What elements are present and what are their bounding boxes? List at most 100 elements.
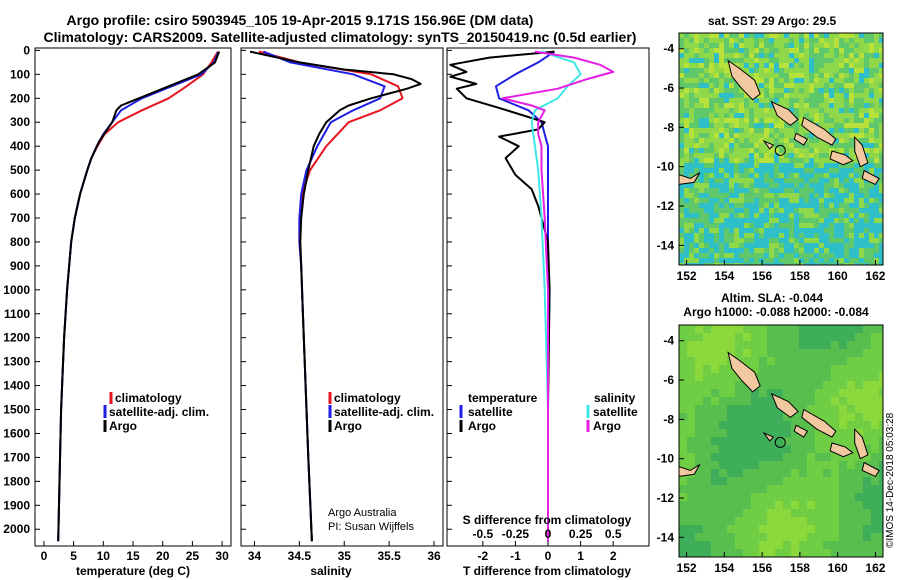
map-cell [775, 533, 783, 541]
map-cell [784, 208, 789, 213]
salinity-plot-frame [240, 47, 444, 547]
map-cell [719, 248, 724, 253]
map-cell [789, 53, 794, 58]
map-cell [864, 118, 869, 123]
map-cell [714, 208, 719, 213]
depth-tick-label: 500 [10, 163, 30, 177]
map-cell [703, 517, 711, 525]
map-cell [735, 325, 743, 333]
map-cell [824, 63, 829, 68]
map-cell [779, 253, 784, 258]
map-cell [824, 113, 829, 118]
map-cell [814, 98, 819, 103]
map-cell [864, 48, 869, 53]
map-cell [743, 333, 751, 341]
map-cell [779, 148, 784, 153]
map-cell [714, 173, 719, 178]
map-cell [699, 153, 704, 158]
map-cell [824, 178, 829, 183]
map-cell [719, 541, 727, 549]
map-cell [874, 238, 879, 243]
map-cell [704, 143, 709, 148]
map-cell [839, 218, 844, 223]
map-cell [799, 183, 804, 188]
map-cell [855, 469, 863, 477]
map-cell [779, 58, 784, 63]
map-cell [794, 48, 799, 53]
map-cell [719, 118, 724, 123]
map-cell [711, 333, 719, 341]
map-cell [734, 248, 739, 253]
map-cell [714, 48, 719, 53]
map-cell [814, 228, 819, 233]
map-cell [849, 123, 854, 128]
map-cell [829, 58, 834, 63]
map-cell [874, 193, 879, 198]
map-cell [744, 158, 749, 163]
map-cell [784, 233, 789, 238]
map-cell [727, 373, 735, 381]
map-cell [839, 413, 847, 421]
map-cell [744, 118, 749, 123]
map-cell [829, 103, 834, 108]
map-cell [719, 178, 724, 183]
map-cell [809, 218, 814, 223]
map-x-tick-label: 160 [828, 269, 848, 283]
map-cell [879, 93, 883, 98]
map-cell [711, 325, 719, 333]
map-cell [695, 341, 703, 349]
map-cell [783, 485, 791, 493]
map-cell [711, 445, 719, 453]
map-cell [834, 243, 839, 248]
map-cell [684, 98, 689, 103]
map-cell [829, 33, 834, 38]
map-cell [869, 53, 874, 58]
map-cell [804, 263, 809, 265]
map-cell [809, 88, 814, 93]
map-cell [751, 541, 759, 549]
map-cell [764, 173, 769, 178]
map-x-tick-label: 156 [752, 561, 772, 575]
map-cell [863, 325, 871, 333]
map-cell [699, 188, 704, 193]
map-cell [859, 33, 864, 38]
map-cell [734, 223, 739, 228]
salinity-difference-xlabel: S difference from climatology [463, 513, 632, 527]
map-cell [694, 263, 699, 265]
map-cell [704, 173, 709, 178]
map-cell [769, 73, 774, 78]
depth-tick-label: 1000 [3, 283, 30, 297]
map-cell [863, 373, 871, 381]
map-cell [774, 58, 779, 63]
map-x-tick-label: 152 [677, 561, 697, 575]
map-cell [819, 213, 824, 218]
map-cell [834, 173, 839, 178]
map-cell [783, 533, 791, 541]
map-cell [849, 188, 854, 193]
map-cell [735, 461, 743, 469]
map-cell [774, 138, 779, 143]
map-cell [759, 263, 764, 265]
map-cell [699, 108, 704, 113]
map-cell [854, 173, 859, 178]
map-cell [869, 193, 874, 198]
map-cell [719, 263, 724, 265]
map-cell [759, 88, 764, 93]
map-cell [751, 333, 759, 341]
map-cell [804, 178, 809, 183]
map-cell [864, 223, 869, 228]
map-cell [744, 93, 749, 98]
map-cell [823, 381, 831, 389]
map-cell [774, 118, 779, 123]
map-cell [879, 349, 883, 357]
map-cell [727, 421, 735, 429]
map-cell [709, 163, 714, 168]
map-cell [829, 168, 834, 173]
map-cell [799, 517, 807, 525]
map-cell [799, 445, 807, 453]
map-cell [734, 188, 739, 193]
map-cell [859, 138, 864, 143]
map-cell [824, 208, 829, 213]
map-cell [794, 108, 799, 113]
map-cell [859, 123, 864, 128]
